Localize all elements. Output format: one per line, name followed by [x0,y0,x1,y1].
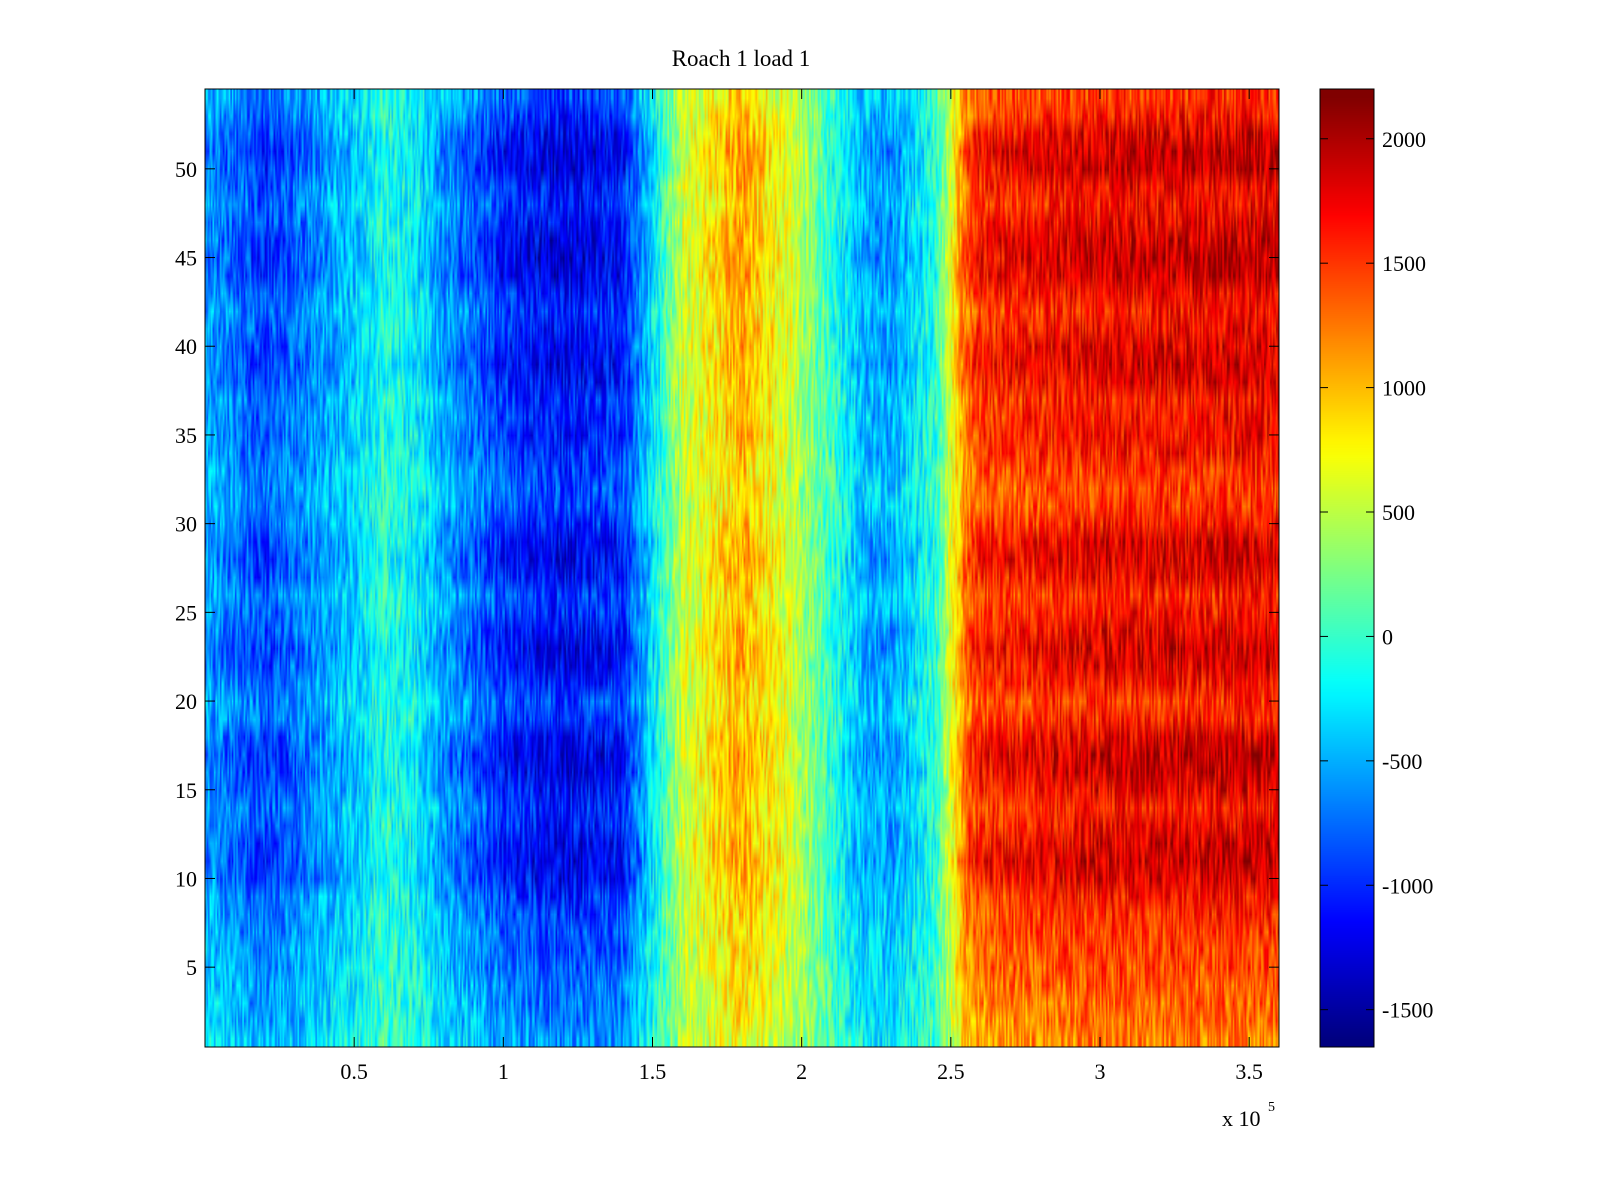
colorbar-tick-label: 0 [1382,624,1393,649]
plot-frame [204,88,1280,1048]
y-tick-label: 35 [175,423,197,448]
x-tick-label: 0.5 [340,1059,368,1084]
x-axis-exponent: x 10 5 [1222,1100,1275,1131]
y-tick-label: 20 [175,689,197,714]
colorbar-tick-label: -500 [1382,749,1422,774]
chart-title: Roach 1 load 1 [672,46,811,71]
x-exponent-base: x 10 [1222,1106,1261,1131]
y-tick-label: 25 [175,600,197,625]
colorbar-ticks: -1500 -1000 -500 0 500 1000 1500 2000 [1320,127,1433,1023]
y-axis: 5 10 15 20 25 30 35 40 45 50 [175,157,1279,980]
colorbar-frame [1319,88,1375,1048]
x-tick-label: 1.5 [639,1059,667,1084]
y-tick-label: 15 [175,778,197,803]
colorbar: -1500 -1000 -500 0 500 1000 1500 2000 [1319,88,1433,1048]
x-tick-label: 3.5 [1235,1059,1263,1084]
y-tick-label: 50 [175,157,197,182]
x-tick-label: 3 [1095,1059,1106,1084]
colorbar-tick-label: -1500 [1382,998,1433,1023]
y-tick-label: 10 [175,866,197,891]
colorbar-tick-label: -1000 [1382,873,1433,898]
x-exponent-power: 5 [1268,1100,1275,1115]
colorbar-tick-label: 2000 [1382,127,1426,152]
x-tick-label: 2.5 [937,1059,965,1084]
y-tick-label: 30 [175,512,197,537]
x-axis: 0.5 1 1.5 2 2.5 3 3.5 [340,89,1263,1084]
colorbar-gradient [1320,89,1374,1047]
y-tick-label: 5 [186,955,197,980]
colorbar-tick-label: 500 [1382,500,1415,525]
colorbar-tick-label: 1500 [1382,251,1426,276]
y-tick-label: 45 [175,246,197,271]
y-tick-label: 40 [175,334,197,359]
colorbar-tick-label: 1000 [1382,376,1426,401]
x-tick-label: 1 [498,1059,509,1084]
heatmap-image [205,89,1279,1047]
heatmap-plot-area [204,88,1280,1048]
x-tick-label: 2 [796,1059,807,1084]
